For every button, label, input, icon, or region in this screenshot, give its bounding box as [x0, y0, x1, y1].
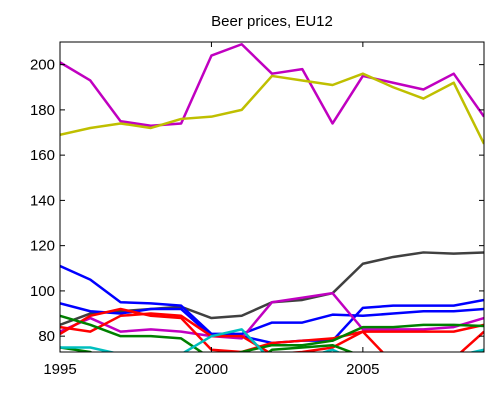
series-line — [60, 312, 484, 352]
y-tick-label: 100 — [30, 283, 55, 300]
series-line — [60, 264, 484, 336]
x-tick-label: 2005 — [346, 361, 379, 378]
x-tick-label: 2000 — [195, 361, 228, 378]
y-tick-label: 140 — [30, 192, 55, 209]
series-line — [60, 343, 484, 352]
series-line — [60, 43, 484, 127]
x-tick-label: 1995 — [43, 361, 76, 378]
chart-title: Beer prices, EU12 — [211, 13, 333, 30]
plot-lines — [60, 43, 484, 377]
series-line — [60, 354, 484, 377]
y-tick-label: 160 — [30, 147, 55, 164]
series-line — [60, 314, 484, 352]
plot-frame — [59, 41, 485, 353]
y-tick-label: 80 — [38, 328, 55, 345]
y-tick-label: 180 — [30, 102, 55, 119]
series-line — [60, 307, 484, 352]
series-line — [60, 291, 484, 340]
y-tick-label: 200 — [30, 57, 55, 74]
y-tick-label: 120 — [30, 238, 55, 255]
series-line — [60, 72, 484, 145]
